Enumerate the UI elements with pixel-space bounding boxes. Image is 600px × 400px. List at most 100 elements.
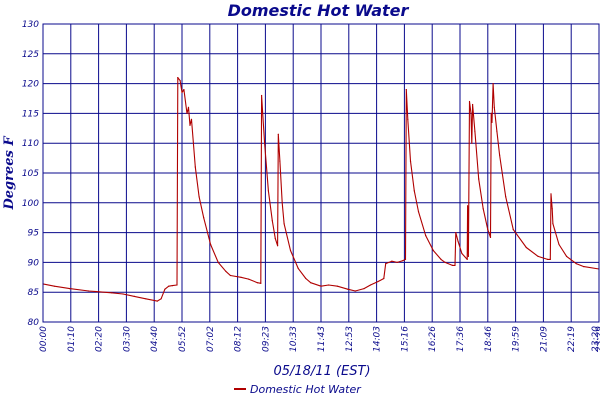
legend-label: Domestic Hot Water [250,383,362,396]
data-point [404,258,407,260]
data-point [512,229,514,231]
data-point [289,249,292,252]
data-point [271,220,273,222]
data-point [171,285,174,287]
data-point [262,112,264,114]
data-point [496,130,498,132]
data-point [467,255,469,257]
data-point [461,252,463,255]
data-point [409,160,412,162]
data-point [347,288,349,290]
data-point [283,223,285,225]
data-point [558,243,560,246]
data-point [194,166,196,168]
data-point [493,106,495,108]
data-point [491,121,493,123]
y-tick-label: 115 [22,109,39,119]
x-tick-label: 19:59 [512,326,522,352]
data-point [189,124,191,126]
data-point [203,217,205,219]
y-tick-label: 120 [22,80,39,90]
x-tick-label: 22:19 [567,326,577,352]
data-point [385,263,387,265]
data-point [69,288,71,290]
data-point [88,290,90,292]
data-point [583,266,585,268]
y-tick-label: 100 [22,199,39,209]
data-point [225,270,227,272]
data-point [499,154,501,156]
data-point [240,276,242,278]
data-point [168,285,170,287]
data-point [198,196,200,198]
data-point [177,77,179,79]
data-point [482,208,484,210]
y-tick-label: 125 [22,50,39,60]
data-point [281,202,283,204]
data-point [402,260,404,262]
x-tick-label: 18:46 [484,326,494,352]
x-tick-label: 07:02 [206,326,216,352]
data-point [260,282,262,284]
data-point [320,285,322,287]
data-point [505,196,507,198]
x-tick-label: 03:30 [122,326,132,352]
data-point [277,133,279,135]
y-tick-label: 95 [28,229,40,239]
x-tick-label: 23:20 [591,326,600,352]
x-axis-label: 05/18/11 (EST) [273,364,370,379]
y-tick-label: 80 [28,318,40,328]
y-tick-label: 90 [28,258,40,268]
plot-frame [42,23,600,323]
data-point [444,261,446,263]
x-tick-label: 09:23 [261,326,271,352]
data-point [550,193,552,195]
y-tick-label: 105 [22,169,39,179]
data-point [336,285,338,287]
data-point [549,258,551,260]
data-point [305,277,307,280]
data-point [310,282,312,284]
x-tick-label: 00:00 [39,326,49,352]
data-point [363,288,365,290]
data-point [122,293,124,295]
data-point [466,258,468,260]
data-point [467,205,469,207]
x-tick-label: 11:43 [317,326,327,352]
data-point [425,235,427,237]
data-point [53,285,56,287]
data-point [267,190,269,192]
data-point [187,106,190,108]
data-point [405,89,407,91]
data-point [489,236,492,238]
data-point [472,103,474,106]
data-point [217,261,219,263]
x-tick-label: 05:52 [178,326,188,352]
data-point [413,190,415,192]
data-point [470,112,472,114]
data-point [297,267,299,269]
data-point [186,112,188,114]
data-point [183,89,185,91]
x-tick-label: 01:10 [67,326,77,352]
x-tick-label: 10:33 [289,326,299,352]
legend: Domestic Hot Water [234,383,362,396]
data-point [440,258,442,260]
x-tick-label: 12:53 [345,326,355,352]
x-tick-label: 21:09 [539,326,549,352]
y-axis-ticks: 80 85 90 95 100 105 110 115 120 125 130 [22,20,39,328]
y-tick-label: 110 [22,139,39,149]
data-point [181,91,183,94]
data-point [396,261,398,263]
data-point [417,211,420,213]
x-tick-label: 23:29 [595,326,600,352]
data-point [277,245,279,247]
data-point [487,229,489,231]
data-point [229,274,231,277]
data-point [274,238,276,240]
grid [42,23,600,323]
data-point [490,112,492,114]
data-point [547,258,549,260]
data-point [156,300,158,302]
